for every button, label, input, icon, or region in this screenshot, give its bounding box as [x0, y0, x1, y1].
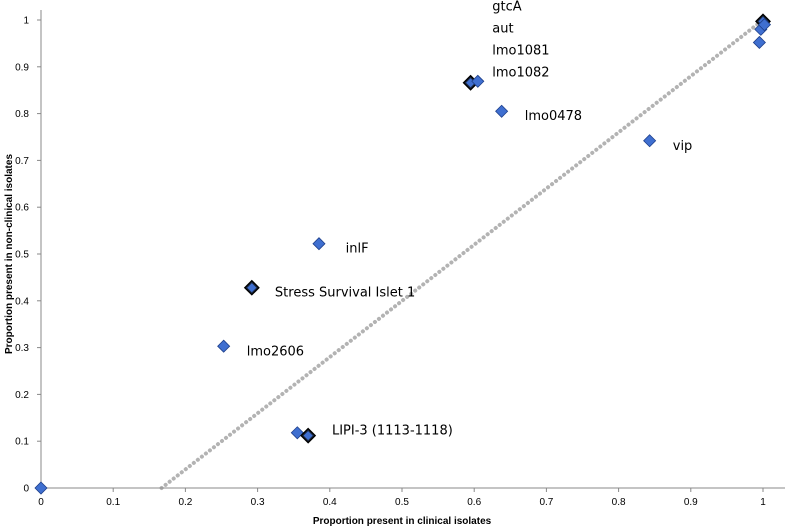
data-point	[217, 339, 231, 353]
data-point	[34, 481, 48, 495]
data-point	[643, 134, 657, 148]
y-tick-label: 0.8	[15, 109, 29, 120]
x-tick-label: 0.5	[395, 497, 409, 508]
x-tick-label: 0.7	[539, 497, 553, 508]
x-tick-label: 0.6	[467, 497, 481, 508]
data-point-highlight	[247, 283, 257, 293]
x-tick-label: 1	[760, 497, 766, 508]
x-tick-label: 0.8	[612, 497, 626, 508]
y-tick-label: 0.6	[15, 203, 29, 214]
x-tick-label: 0.4	[323, 497, 337, 508]
point-annotation: LIPI-3 (1113-1118)	[332, 424, 453, 439]
y-tick-label: 0	[23, 484, 29, 495]
y-tick-label: 0.7	[15, 156, 29, 167]
point-annotation: lmo1081	[492, 43, 549, 58]
data-point	[757, 18, 772, 32]
data-point	[290, 426, 304, 440]
y-tick-label: 0.9	[15, 62, 29, 73]
x-tick-label: 0.2	[178, 497, 192, 508]
point-annotation: vip	[673, 139, 693, 154]
x-tick-label: 0	[38, 497, 44, 508]
data-point-highlight	[303, 431, 313, 441]
x-tick-label: 0.3	[251, 497, 265, 508]
x-tick-label: 0.9	[684, 497, 698, 508]
point-annotation: gtcA	[492, 0, 521, 14]
point-annotation: aut	[492, 21, 513, 36]
y-tick-label: 0.5	[15, 250, 29, 261]
data-points	[34, 13, 772, 495]
point-annotations: gtcA aut lmo1081 lmo1082 lmo0478 vip inlF Stres…	[247, 0, 693, 439]
x-axis-title: Proportion present in clinical isolates	[313, 516, 492, 527]
x-tick-label: 0.1	[106, 497, 120, 508]
diagonal-trend-line	[159, 18, 765, 490]
point-annotation: lmo1082	[492, 65, 549, 80]
data-point	[312, 237, 326, 251]
y-tick-label: 0.3	[15, 343, 29, 354]
point-annotation: lmo2606	[247, 344, 304, 359]
y-tick-label: 0.4	[15, 296, 29, 307]
y-tick-label: 1	[23, 16, 29, 27]
data-point	[495, 104, 509, 118]
point-annotation: inlF	[346, 241, 369, 256]
point-annotation: Stress Survival Islet 1	[275, 285, 415, 300]
y-tick-label: 0.2	[15, 390, 29, 401]
point-annotation: lmo0478	[525, 109, 582, 124]
y-axis: 0 0.1 0.2 0.3 0.4 0.5 0.6 0.7 0.8 0.9 1	[15, 10, 42, 495]
y-axis-title: Proportion present in non-clinical isola…	[4, 154, 15, 354]
x-axis: 0 0.1 0.2 0.3 0.4 0.5 0.6 0.7 0.8 0.9 1	[38, 487, 785, 508]
data-point	[752, 35, 766, 50]
y-tick-label: 0.1	[15, 437, 29, 448]
data-point	[471, 74, 485, 88]
